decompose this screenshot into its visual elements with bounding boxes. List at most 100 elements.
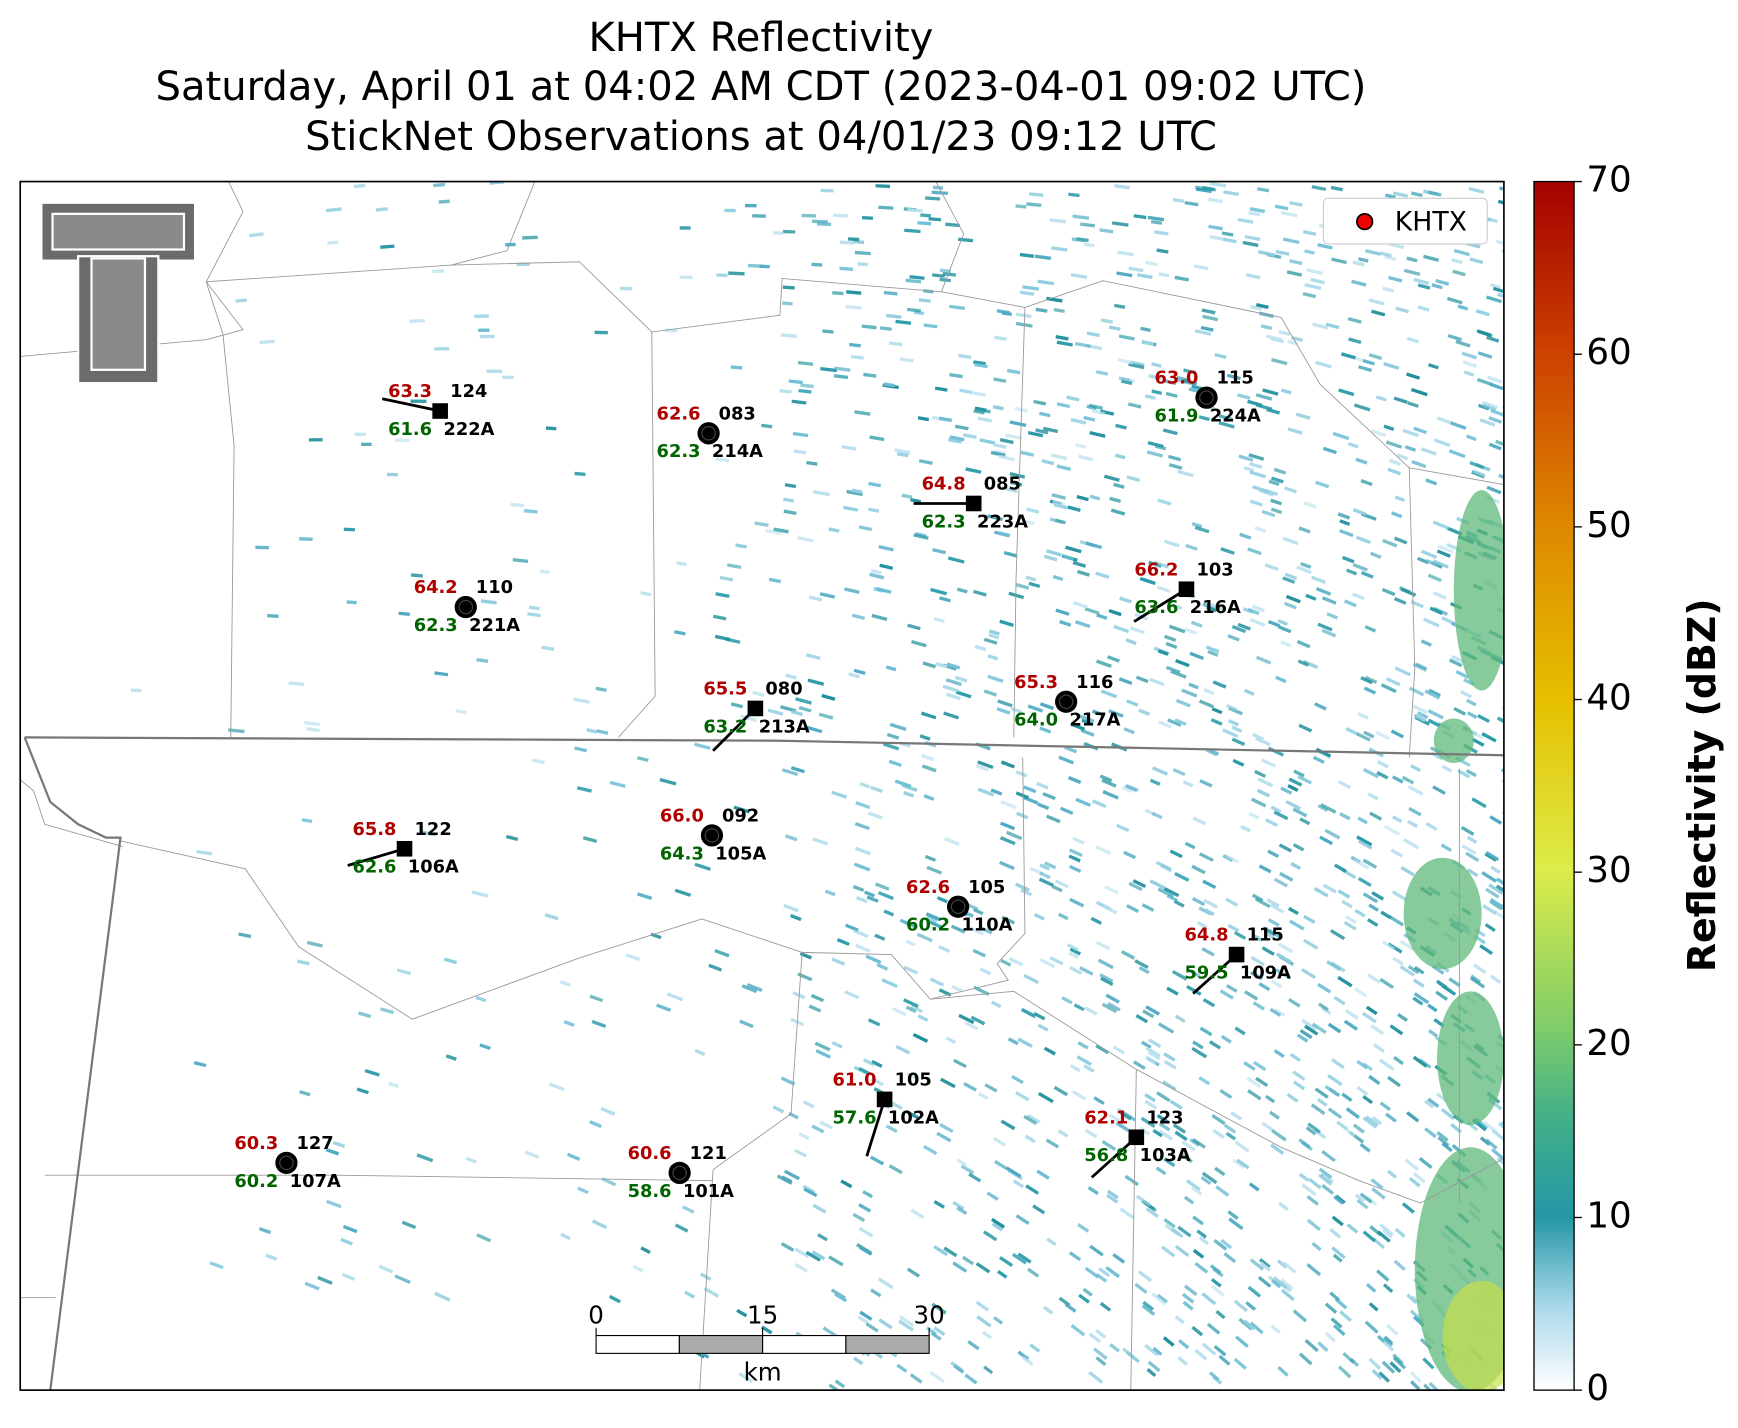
radar-echo [794, 1247, 810, 1259]
radar-echo [1485, 295, 1502, 304]
radar-echo [1407, 785, 1424, 796]
radar-echo [682, 1205, 695, 1214]
radar-echo [1000, 958, 1012, 967]
radar-echo [1329, 929, 1346, 941]
radar-echo [845, 304, 862, 310]
radar-echo [1410, 764, 1422, 773]
radar-echo [1202, 879, 1217, 890]
radar-echo [896, 1363, 908, 1373]
radar-echo [1056, 402, 1071, 409]
station-marker [1055, 690, 1078, 713]
radar-echo [1144, 1093, 1156, 1103]
radar-echo [921, 764, 937, 773]
radar-echo [1327, 1107, 1343, 1120]
radar-echo [1381, 587, 1396, 597]
radar-echo [932, 547, 947, 555]
colorbar-tick-label: 50 [1586, 505, 1631, 546]
radar-echo [1383, 362, 1400, 370]
radar-echo [1036, 1169, 1050, 1180]
radar-echo [1260, 758, 1277, 768]
radar-echo [1237, 217, 1254, 224]
dewpoint: 62.3 [922, 511, 966, 532]
radar-echo [1069, 897, 1085, 908]
radar-echo [1106, 1189, 1119, 1200]
radar-echo [1403, 838, 1420, 850]
radar-echo [1324, 1085, 1339, 1097]
radar-echo [1079, 966, 1094, 976]
radar-echo [1243, 688, 1255, 696]
radar-echo [834, 1379, 846, 1389]
radar-echo [1225, 984, 1238, 993]
radar-echo [1076, 569, 1090, 577]
radar-echo [1412, 1172, 1426, 1184]
radar-echo [1413, 992, 1430, 1005]
radar-echo [1393, 597, 1407, 605]
temperature: 66.0 [660, 805, 704, 826]
radar-echo [1278, 843, 1293, 853]
radar-echo [1393, 396, 1408, 404]
radar-echo [863, 372, 877, 378]
radar-echo [1394, 495, 1406, 503]
radar-echo [1086, 331, 1100, 338]
radar-echo [1373, 1043, 1385, 1053]
radar-echo [625, 953, 641, 962]
radar-echo [861, 324, 877, 330]
radar-echo [1388, 275, 1403, 283]
scale-segment [762, 1334, 847, 1354]
boundaries [20, 181, 1504, 1391]
radar-echo [953, 1058, 967, 1069]
radar-echo [1064, 745, 1078, 754]
radar-echo [999, 860, 1015, 871]
radar-echo [797, 360, 814, 366]
radar-echo [1302, 291, 1317, 299]
radar-echo [1376, 1269, 1390, 1282]
radar-echo [1366, 973, 1381, 984]
radar-echo [1203, 908, 1215, 916]
radar-echo [1180, 1153, 1193, 1164]
radar-echo [636, 756, 649, 763]
radar-echo [1119, 596, 1132, 604]
radar-echo [1394, 1227, 1406, 1238]
dewpoint: 62.3 [657, 441, 701, 462]
radar-echo [736, 1308, 748, 1318]
radar-echo [1072, 214, 1090, 220]
radar-echo [1049, 218, 1067, 224]
radar-echo [1190, 620, 1203, 628]
radar-echo [1083, 1064, 1095, 1073]
radar-echo [193, 1060, 207, 1068]
radar-echo [1209, 1040, 1222, 1050]
radar-echo [1265, 1094, 1276, 1104]
radar-echo [1357, 365, 1373, 373]
radar-echo [1123, 850, 1137, 860]
radar-echo [1427, 1003, 1438, 1013]
radar-echo [1485, 887, 1500, 899]
radar-echo [905, 939, 916, 947]
radar-echo [1275, 675, 1287, 684]
radar-echo [636, 892, 653, 900]
radar-echo [1287, 784, 1299, 792]
radar-echo [1016, 811, 1029, 820]
radar-echo [1299, 1029, 1313, 1040]
radar-echo [1198, 415, 1210, 422]
radar-echo [640, 591, 652, 597]
radar-echo [1476, 377, 1494, 387]
radar-echo [1273, 1008, 1286, 1018]
radar-echo [801, 213, 817, 218]
radar-echo [1367, 918, 1379, 927]
radar-echo [1287, 427, 1303, 435]
radar-echo [523, 509, 538, 514]
radar-echo [1223, 190, 1240, 197]
radar-echo [1078, 454, 1094, 462]
radar-echo [1118, 334, 1135, 341]
radar-echo [1233, 1299, 1249, 1313]
wind-barb [347, 847, 405, 867]
radar-echo [844, 990, 860, 1000]
radar-echo [1127, 402, 1142, 409]
radar-echo [1145, 1005, 1161, 1016]
radar-echo [378, 1264, 394, 1274]
radar-echo [874, 933, 886, 941]
radar-echo [881, 978, 898, 989]
radar-echo [1238, 454, 1254, 462]
radar-echo [1149, 677, 1165, 687]
radar-echo [1099, 228, 1114, 234]
